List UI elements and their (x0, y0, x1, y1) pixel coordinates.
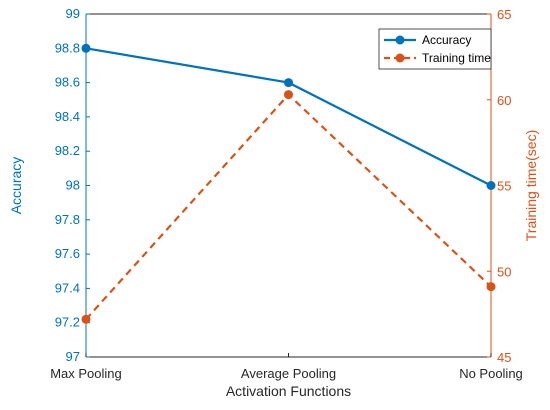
x-tick-label: No Pooling (459, 366, 523, 381)
data-point-1-2 (486, 282, 496, 292)
x-tick-label: Max Pooling (50, 366, 122, 381)
left-axis-label: Accuracy (8, 157, 24, 215)
right-tick-label: 50 (497, 264, 511, 279)
left-tick-label: 98.2 (55, 143, 80, 158)
legend-label-1: Training time (422, 51, 491, 65)
data-point-1-0 (81, 314, 91, 324)
legend-swatch-marker-0 (395, 35, 405, 45)
right-axis-label: Training time(sec) (523, 130, 539, 242)
data-point-0-0 (81, 43, 91, 53)
legend-swatch-marker-1 (395, 53, 405, 63)
data-point-0-1 (284, 78, 293, 88)
data-point-0-2 (486, 181, 496, 190)
legend-label-0: Accuracy (422, 33, 471, 47)
x-tick-label: Average Pooling (241, 366, 336, 381)
x-axis-label: Activation Functions (226, 383, 351, 399)
left-tick-label: 97.4 (55, 280, 80, 295)
left-tick-label: 97.2 (55, 315, 80, 330)
right-tick-label: 60 (497, 93, 511, 108)
right-tick-label: 65 (497, 7, 511, 22)
left-tick-label: 97 (66, 349, 80, 364)
series-line-1 (85, 93, 492, 321)
left-tick-label: 97.8 (55, 212, 80, 227)
left-tick-label: 98.4 (55, 109, 80, 124)
left-tick-label: 98 (66, 178, 80, 193)
left-tick-label: 98.8 (55, 40, 80, 55)
left-tick-label: 98.6 (55, 75, 80, 90)
data-point-1-1 (284, 90, 293, 100)
right-tick-label: 45 (497, 350, 511, 365)
left-tick-label: 97.6 (55, 246, 80, 261)
left-tick-label: 99 (66, 6, 80, 21)
right-tick-label: 55 (497, 179, 511, 194)
legend-box (378, 28, 492, 70)
